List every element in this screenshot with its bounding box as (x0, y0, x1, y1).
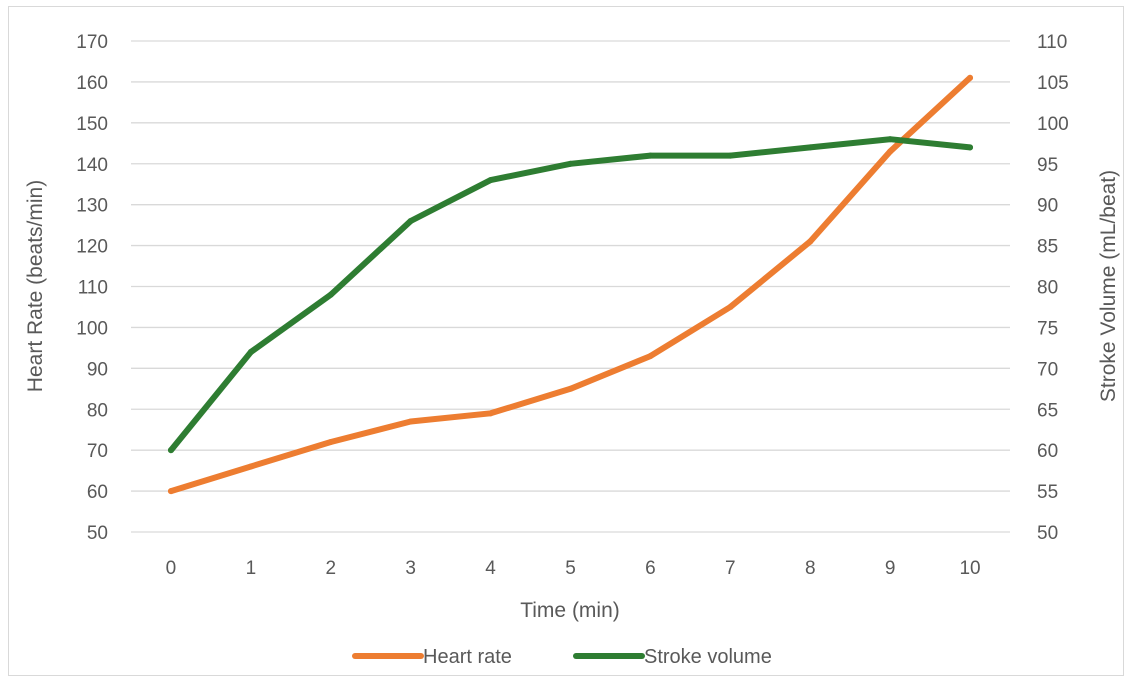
left-y-axis-ticks: 50 60 70 80 90 100 110 120 130 140 150 160 170 (76, 32, 108, 544)
data-point-heart-rate (247, 463, 254, 470)
data-point-stroke-volume (727, 152, 734, 159)
left-y-tick-label: 140 (76, 155, 108, 176)
data-point-stroke-volume (807, 144, 814, 151)
left-y-tick-label: 150 (76, 114, 108, 135)
left-y-tick-label: 100 (76, 318, 108, 339)
gridlines (131, 40, 1010, 533)
left-y-tick-label: 160 (76, 73, 108, 94)
x-tick-label: 2 (325, 558, 336, 579)
x-tick-label: 7 (725, 558, 736, 579)
data-point-heart-rate (167, 488, 174, 495)
left-y-axis-title: Heart Rate (beats/min) (24, 180, 47, 392)
data-point-heart-rate (967, 74, 974, 81)
data-point-stroke-volume (407, 218, 414, 225)
data-point-stroke-volume (887, 136, 894, 143)
data-point-stroke-volume (167, 447, 174, 454)
right-y-tick-label: 100 (1037, 114, 1069, 135)
left-y-tick-label: 60 (87, 482, 108, 503)
right-y-tick-label: 70 (1037, 359, 1058, 380)
data-point-heart-rate (407, 418, 414, 425)
x-tick-label: 6 (645, 558, 656, 579)
series-line-stroke-volume (168, 136, 973, 454)
left-y-tick-label: 120 (76, 237, 108, 258)
data-point-heart-rate (727, 303, 734, 310)
right-y-tick-label: 55 (1037, 482, 1058, 503)
right-y-tick-label: 75 (1037, 318, 1058, 339)
right-y-tick-label: 85 (1037, 237, 1058, 258)
left-y-tick-label: 130 (76, 196, 108, 217)
x-tick-label: 5 (565, 558, 576, 579)
legend-label-stroke-volume: Stroke volume (644, 646, 772, 668)
data-point-stroke-volume (487, 177, 494, 184)
x-axis-title: Time (min) (520, 599, 620, 622)
data-point-stroke-volume (567, 160, 574, 167)
left-y-tick-label: 90 (87, 359, 108, 380)
data-point-stroke-volume (327, 291, 334, 298)
legend-label-heart-rate: Heart rate (423, 646, 512, 668)
data-point-heart-rate (887, 148, 894, 155)
data-point-heart-rate (487, 410, 494, 417)
right-y-tick-label: 80 (1037, 278, 1058, 299)
data-point-stroke-volume (647, 152, 654, 159)
series-line-heart-rate (168, 74, 973, 495)
x-tick-label: 1 (246, 558, 257, 579)
left-y-tick-label: 50 (87, 523, 108, 544)
data-point-heart-rate (327, 438, 334, 445)
right-y-tick-label: 95 (1037, 155, 1058, 176)
series-layer (167, 74, 974, 495)
left-y-tick-label: 70 (87, 441, 108, 462)
x-tick-label: 10 (959, 558, 980, 579)
data-point-heart-rate (567, 385, 574, 392)
data-point-stroke-volume (247, 348, 254, 355)
left-y-tick-label: 80 (87, 400, 108, 421)
legend: Heart rate Stroke volume (352, 646, 772, 668)
x-tick-label: 9 (885, 558, 896, 579)
x-tick-label: 4 (485, 558, 496, 579)
left-y-tick-label: 110 (78, 278, 108, 299)
left-y-tick-label: 170 (76, 32, 108, 53)
data-point-stroke-volume (967, 144, 974, 151)
chart-frame (8, 6, 1124, 676)
x-tick-label: 8 (805, 558, 816, 579)
x-tick-label: 0 (166, 558, 177, 579)
right-y-tick-label: 50 (1037, 523, 1058, 544)
right-y-axis-title: Stroke Volume (mL/beat) (1097, 170, 1120, 402)
x-tick-label: 3 (405, 558, 416, 579)
right-y-tick-label: 60 (1037, 441, 1058, 462)
data-point-heart-rate (647, 353, 654, 360)
right-y-axis-ticks: 50 55 60 65 70 75 80 85 90 95 100 105 110 (1037, 32, 1069, 544)
right-y-tick-label: 65 (1037, 400, 1058, 421)
right-y-tick-label: 90 (1037, 196, 1058, 217)
x-axis-ticks: 0 1 2 3 4 5 6 7 8 9 10 (166, 558, 981, 579)
right-y-tick-label: 105 (1037, 73, 1069, 94)
right-y-tick-label: 110 (1037, 32, 1067, 53)
data-point-heart-rate (807, 238, 814, 245)
